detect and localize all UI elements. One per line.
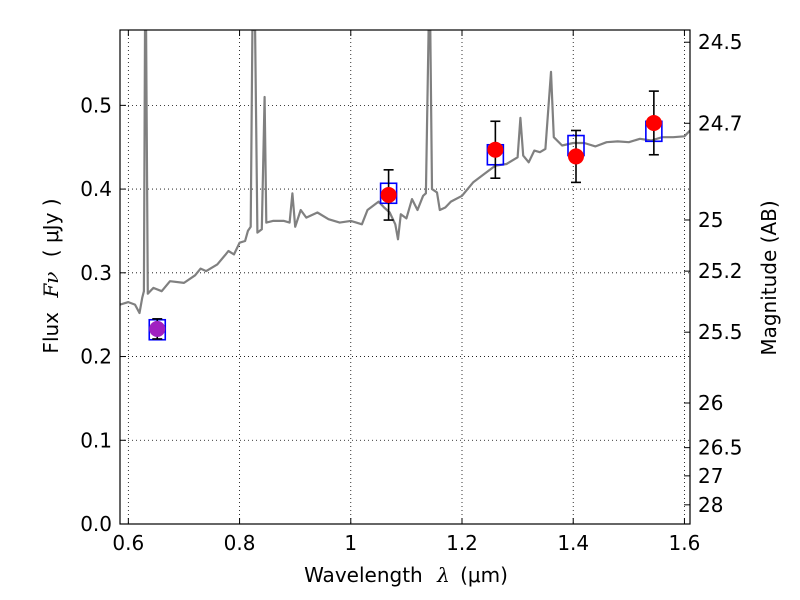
- y-tick-label: 0.5: [80, 93, 112, 117]
- spectrum-series: [120, 30, 690, 315]
- y2-tick-label: 25: [698, 208, 723, 232]
- y-tick-label: 0.2: [80, 345, 112, 369]
- y-tick-label: 0.4: [80, 177, 112, 201]
- x-tick-label: 0.6: [112, 531, 144, 555]
- y-tick-label: 0.3: [80, 261, 112, 285]
- observed-point: [645, 114, 662, 131]
- y-axis-label: Flux Fν ( μJy ): [39, 198, 63, 353]
- x-tick-label: 1.6: [669, 531, 701, 555]
- y2-tick-label: 25.2: [698, 259, 743, 283]
- y-axis-label-prefix: Flux: [39, 312, 63, 354]
- plot-frame: [119, 29, 691, 525]
- x-axis-label-symbol: λ: [436, 563, 450, 587]
- observed-point: [487, 141, 504, 158]
- y2-tick-label: 24.5: [698, 30, 743, 54]
- observed-point: [568, 148, 584, 165]
- y-tick-label: 0.1: [80, 428, 112, 452]
- observed-point: [149, 320, 166, 337]
- x-axis-label: Wavelength λ (μm): [304, 563, 508, 587]
- axis-ticks: 0.6 0.8 1 1.2 1.4 1.6 0.0 0.1 0.2 0.3 0.4 0.5 24.5 24…: [80, 30, 743, 555]
- y2-tick-label: 25.5: [698, 320, 743, 344]
- grid-lines: [120, 30, 690, 524]
- x-tick-label: 1.2: [446, 531, 478, 555]
- y2-tick-label: 26: [698, 391, 723, 415]
- x-axis-label-prefix: Wavelength: [304, 563, 423, 587]
- y2-axis-label: Magnitude (AB): [757, 200, 781, 355]
- x-tick-label: 1: [344, 531, 357, 555]
- observed-point: [380, 186, 397, 203]
- photometry-markers: [148, 90, 663, 341]
- x-tick-label: 1.4: [557, 531, 589, 555]
- y2-tick-label: 27: [698, 464, 723, 488]
- y-axis-label-symbol: Fν: [39, 272, 63, 299]
- x-tick-label: 0.8: [224, 531, 256, 555]
- y-axis-label-unit: ( μJy ): [39, 198, 63, 257]
- y2-tick-label: 28: [698, 493, 723, 517]
- y2-tick-label: 26.5: [698, 436, 743, 460]
- spectrum-line: [120, 30, 690, 315]
- y-tick-label: 0.0: [80, 512, 112, 536]
- x-axis-label-unit: (μm): [460, 563, 508, 587]
- y2-tick-label: 24.7: [698, 111, 743, 135]
